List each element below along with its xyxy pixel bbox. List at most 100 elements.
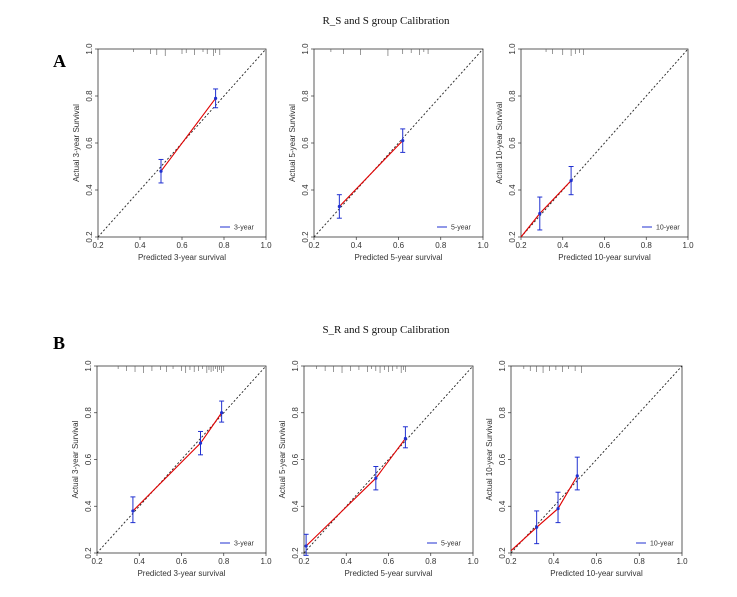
calibration-curve: [305, 438, 406, 547]
x-axis-label: Predicted 5-year survival: [354, 253, 442, 262]
data-point: [220, 411, 224, 415]
y-tick-label: 0.8: [291, 407, 300, 419]
x-tick-label: 0.8: [425, 557, 437, 566]
y-tick-label: 1.0: [291, 360, 300, 372]
y-tick-label: 0.8: [301, 90, 310, 102]
data-point: [535, 525, 539, 529]
data-point: [214, 96, 218, 100]
calibration-plots: 0.2 0.4 0.6 0.8 1.0 0.2 0.4 0.6 0.8 1.0 Predicted …: [71, 43, 694, 578]
data-point: [538, 211, 542, 216]
x-tick-label: 0.2: [505, 557, 517, 566]
x-tick-label: 0.6: [599, 241, 611, 250]
y-tick-label: 0.2: [508, 231, 517, 243]
x-tick-label: 1.0: [676, 557, 688, 566]
x-tick-label: 0.4: [557, 241, 569, 250]
data-point: [131, 509, 135, 513]
calibration-curve: [338, 140, 404, 207]
x-tick-label: 0.2: [298, 557, 310, 566]
data-point: [337, 204, 341, 209]
y-tick-label: 0.2: [498, 547, 507, 559]
reference-diagonal: [96, 365, 267, 554]
panel-b-title: S_R and S group Calibration: [322, 324, 450, 336]
y-tick-label: 0.4: [498, 500, 507, 512]
y-tick-label: 0.6: [301, 137, 310, 149]
calibration-curve: [132, 412, 223, 512]
x-tick-label: 0.6: [176, 557, 188, 566]
x-tick-label: 1.0: [260, 557, 272, 566]
y-tick-label: 1.0: [498, 360, 507, 372]
x-axis-label: Predicted 10-year survival: [558, 253, 651, 262]
x-tick-label: 0.8: [218, 241, 230, 250]
calibration-plot-5: 0.2 0.4 0.6 0.8 1.0 0.2 0.4 0.6 0.8 1.0 Predicted …: [278, 360, 479, 578]
data-point: [575, 474, 579, 478]
y-tick-label: 0.2: [301, 231, 310, 243]
y-axis-label: Actual 5-year Survival: [278, 420, 287, 498]
panel-a-label: A: [53, 51, 66, 71]
y-tick-label: 0.6: [498, 453, 507, 465]
x-tick-label: 0.6: [591, 557, 603, 566]
y-tick-label: 0.6: [85, 137, 94, 149]
x-tick-label: 0.2: [91, 557, 103, 566]
y-tick-label: 0.6: [508, 137, 517, 149]
x-tick-label: 0.4: [351, 241, 363, 250]
legend-label: 5-year: [441, 541, 462, 548]
y-axis-label: Actual 3-year Survival: [72, 104, 81, 182]
y-tick-label: 0.6: [291, 453, 300, 465]
y-axis-label: Actual 10-year Survival: [485, 418, 494, 500]
y-tick-label: 0.2: [85, 231, 94, 243]
y-tick-label: 1.0: [84, 360, 93, 372]
y-tick-label: 0.8: [508, 90, 517, 102]
legend-label: 10-year: [656, 225, 680, 232]
x-axis-label: Predicted 10-year survival: [550, 569, 643, 578]
x-tick-label: 0.2: [92, 241, 104, 250]
y-tick-label: 0.4: [85, 184, 94, 196]
x-tick-label: 0.4: [134, 241, 146, 250]
y-tick-label: 0.4: [291, 500, 300, 512]
x-tick-label: 0.6: [383, 557, 395, 566]
x-tick-label: 0.4: [548, 557, 560, 566]
calibration-plot-2: 0.2 0.4 0.6 0.8 1.0 0.2 0.4 0.6 0.8 1.0 Predicted …: [288, 43, 489, 262]
y-axis-label: Actual 10-year Survival: [495, 102, 504, 184]
calibration-plot-6: 0.2 0.4 0.6 0.8 1.0 0.2 0.4 0.6 0.8 1.0 Predicted …: [485, 360, 688, 578]
data-point: [403, 436, 407, 441]
y-tick-label: 1.0: [85, 43, 94, 55]
y-tick-label: 0.4: [84, 500, 93, 512]
x-axis-label: Predicted 3-year survival: [138, 253, 226, 262]
reference-diagonal: [520, 48, 689, 238]
y-tick-label: 0.6: [84, 453, 93, 465]
x-tick-label: 1.0: [260, 241, 272, 250]
x-tick-label: 0.8: [435, 241, 447, 250]
calibration-curve: [160, 98, 217, 172]
y-tick-label: 0.4: [508, 184, 517, 196]
y-tick-label: 0.2: [84, 547, 93, 559]
reference-diagonal: [303, 365, 474, 554]
calibration-plot-1: 0.2 0.4 0.6 0.8 1.0 0.2 0.4 0.6 0.8 1.0 Predicted …: [72, 43, 272, 262]
y-tick-label: 0.8: [85, 90, 94, 102]
y-tick-label: 1.0: [301, 43, 310, 55]
x-tick-label: 1.0: [477, 241, 489, 250]
data-point: [569, 179, 573, 183]
calibration-plot-4: 0.2 0.4 0.6 0.8 1.0 0.2 0.4 0.6 0.8 1.0 Predicted …: [71, 360, 272, 578]
y-tick-label: 0.2: [291, 547, 300, 559]
x-tick-label: 0.8: [218, 557, 230, 566]
panel-b-label: B: [53, 333, 65, 353]
calibration-curve: [510, 475, 578, 552]
x-tick-label: 0.8: [641, 241, 653, 250]
legend-label: 5-year: [451, 225, 472, 232]
x-axis-label: Predicted 3-year survival: [137, 569, 225, 578]
x-tick-label: 0.2: [515, 241, 527, 250]
y-tick-label: 0.8: [498, 407, 507, 419]
x-axis-label: Predicted 5-year survival: [344, 569, 432, 578]
y-axis-label: Actual 3-year Survival: [71, 420, 80, 498]
x-tick-label: 0.6: [393, 241, 405, 250]
y-axis-label: Actual 5-year Survival: [288, 104, 297, 182]
data-point: [198, 441, 203, 445]
x-tick-label: 0.4: [341, 557, 353, 566]
data-point: [304, 544, 308, 548]
x-tick-label: 1.0: [682, 241, 694, 250]
legend-label: 10-year: [650, 541, 674, 548]
y-tick-label: 1.0: [508, 43, 517, 55]
calibration-plot-3: 0.2 0.4 0.6 0.8 1.0 0.2 0.4 0.6 0.8 1.0 Predicted …: [495, 43, 694, 262]
x-tick-label: 0.4: [134, 557, 146, 566]
